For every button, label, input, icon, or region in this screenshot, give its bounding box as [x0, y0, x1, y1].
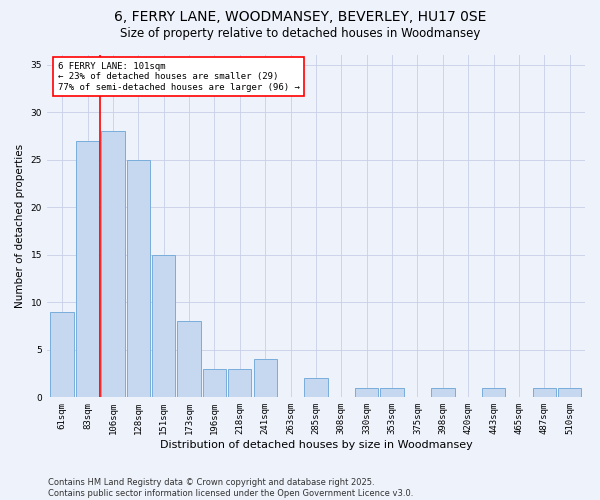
Text: 6 FERRY LANE: 101sqm
← 23% of detached houses are smaller (29)
77% of semi-detac: 6 FERRY LANE: 101sqm ← 23% of detached h…	[58, 62, 299, 92]
Bar	[152, 254, 175, 398]
Bar	[76, 140, 99, 398]
Text: Size of property relative to detached houses in Woodmansey: Size of property relative to detached ho…	[120, 28, 480, 40]
Text: Contains HM Land Registry data © Crown copyright and database right 2025.
Contai: Contains HM Land Registry data © Crown c…	[48, 478, 413, 498]
Bar	[50, 312, 74, 398]
Bar	[228, 369, 251, 398]
Bar	[482, 388, 505, 398]
Bar	[178, 322, 201, 398]
Bar	[558, 388, 581, 398]
Bar	[254, 360, 277, 398]
Bar	[533, 388, 556, 398]
Bar	[203, 369, 226, 398]
X-axis label: Distribution of detached houses by size in Woodmansey: Distribution of detached houses by size …	[160, 440, 472, 450]
Bar	[431, 388, 455, 398]
Bar	[304, 378, 328, 398]
Bar	[355, 388, 379, 398]
Y-axis label: Number of detached properties: Number of detached properties	[15, 144, 25, 308]
Text: 6, FERRY LANE, WOODMANSEY, BEVERLEY, HU17 0SE: 6, FERRY LANE, WOODMANSEY, BEVERLEY, HU1…	[114, 10, 486, 24]
Bar	[127, 160, 150, 398]
Bar	[380, 388, 404, 398]
Bar	[101, 131, 125, 398]
